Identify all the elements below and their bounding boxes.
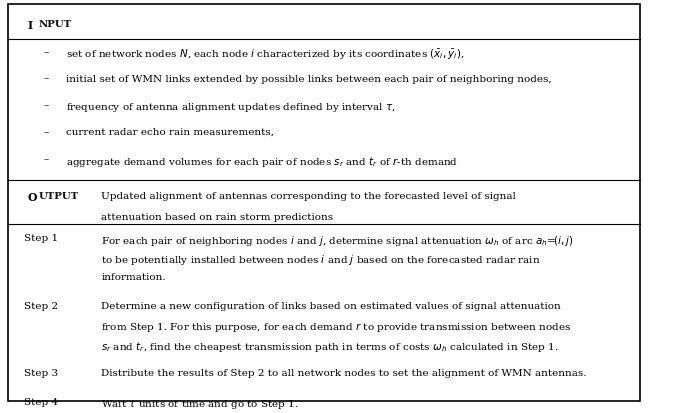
Text: initial set of WMN links extended by possible links between each pair of neighbo: initial set of WMN links extended by pos… — [66, 74, 551, 83]
Text: aggregate demand volumes for each pair of nodes $s_r$ and $t_r$ of $r$-th demand: aggregate demand volumes for each pair o… — [66, 154, 458, 169]
Text: –: – — [43, 128, 49, 137]
Text: to be potentially installed between nodes $i$ and $j$ based on the forecasted ra: to be potentially installed between node… — [101, 253, 541, 267]
Text: –: – — [43, 154, 49, 163]
Text: I: I — [27, 19, 32, 31]
Text: set of network nodes $N$, each node $i$ characterized by its coordinates $(\bar{: set of network nodes $N$, each node $i$ … — [66, 48, 464, 62]
Text: information.: information. — [101, 272, 166, 281]
Text: –: – — [43, 48, 49, 57]
Text: –: – — [43, 74, 49, 83]
Text: Wait $\tau$ units of time and go to Step 1.: Wait $\tau$ units of time and go to Step… — [101, 397, 299, 410]
Text: Step 2: Step 2 — [24, 301, 58, 310]
Text: Distribute the results of Step 2 to all network nodes to set the alignment of WM: Distribute the results of Step 2 to all … — [101, 368, 587, 377]
Text: NPUT: NPUT — [39, 19, 72, 28]
Text: from Step 1. For this purpose, for each demand $r$ to provide transmission betwe: from Step 1. For this purpose, for each … — [101, 320, 571, 333]
Text: Updated alignment of antennas corresponding to the forecasted level of signal: Updated alignment of antennas correspond… — [101, 191, 516, 200]
Text: O: O — [27, 191, 37, 202]
Text: Determine a new configuration of links based on estimated values of signal atten: Determine a new configuration of links b… — [101, 301, 561, 310]
Text: frequency of antenna alignment updates defined by interval $\tau$,: frequency of antenna alignment updates d… — [66, 101, 396, 114]
Text: For each pair of neighboring nodes $i$ and $j$, determine signal attenuation $\o: For each pair of neighboring nodes $i$ a… — [101, 233, 574, 247]
Text: attenuation based on rain storm predictions: attenuation based on rain storm predicti… — [101, 212, 334, 221]
Text: –: – — [43, 101, 49, 110]
Text: current radar echo rain measurements,: current radar echo rain measurements, — [66, 128, 274, 137]
Text: Step 3: Step 3 — [24, 368, 58, 377]
Text: $s_r$ and $t_r$, find the cheapest transmission path in terms of costs $\omega_h: $s_r$ and $t_r$, find the cheapest trans… — [101, 339, 559, 354]
Text: UTPUT: UTPUT — [39, 191, 79, 200]
Text: Step 1: Step 1 — [24, 233, 58, 242]
FancyBboxPatch shape — [8, 5, 640, 401]
Text: Step 4: Step 4 — [24, 397, 58, 406]
